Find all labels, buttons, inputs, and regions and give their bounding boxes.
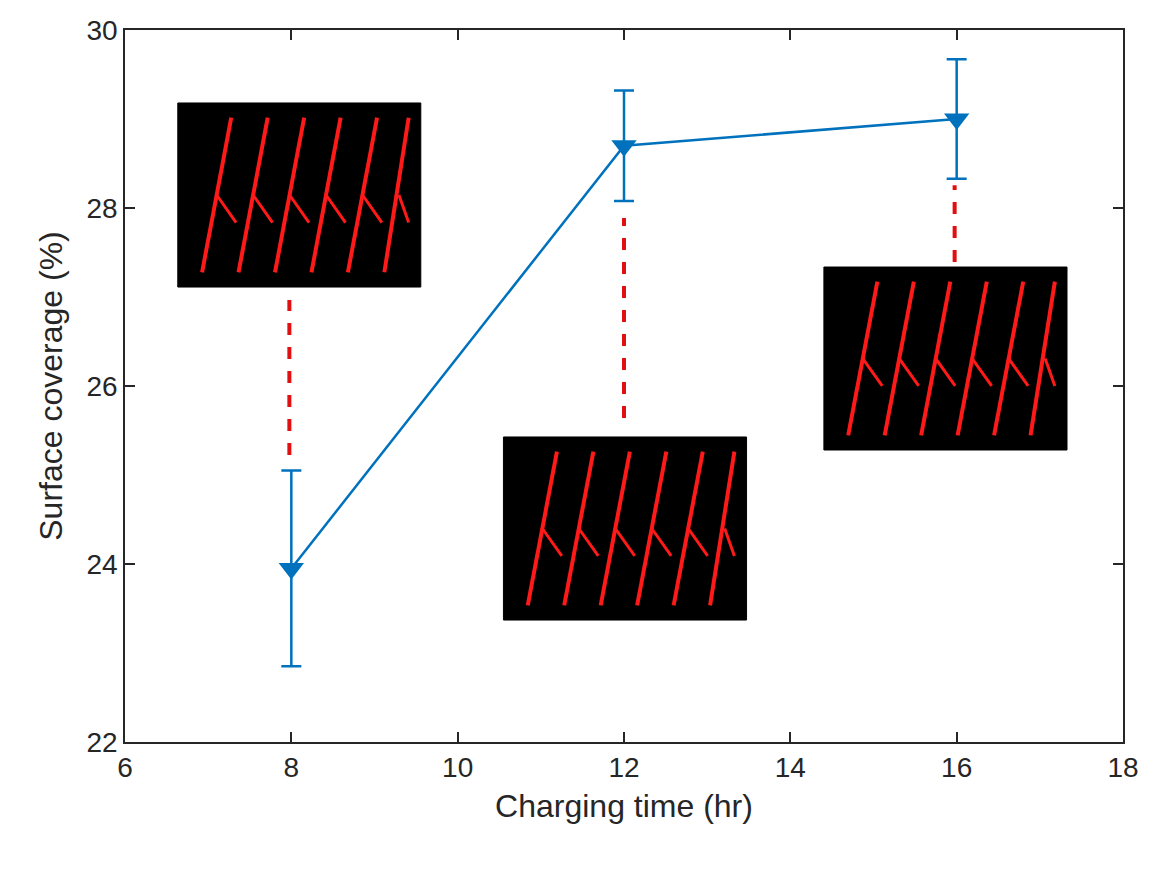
svg-text:18: 18 xyxy=(1107,752,1138,783)
svg-text:10: 10 xyxy=(442,752,473,783)
svg-text:8: 8 xyxy=(284,752,300,783)
svg-text:Surface coverage (%): Surface coverage (%) xyxy=(33,231,69,540)
svg-text:24: 24 xyxy=(86,549,117,580)
svg-text:30: 30 xyxy=(86,15,117,46)
svg-text:6: 6 xyxy=(117,752,133,783)
svg-text:26: 26 xyxy=(86,371,117,402)
svg-text:28: 28 xyxy=(86,193,117,224)
svg-text:12: 12 xyxy=(608,752,639,783)
svg-text:14: 14 xyxy=(775,752,806,783)
svg-text:22: 22 xyxy=(86,727,117,758)
svg-text:16: 16 xyxy=(941,752,972,783)
svg-text:Charging time (hr): Charging time (hr) xyxy=(495,788,753,824)
